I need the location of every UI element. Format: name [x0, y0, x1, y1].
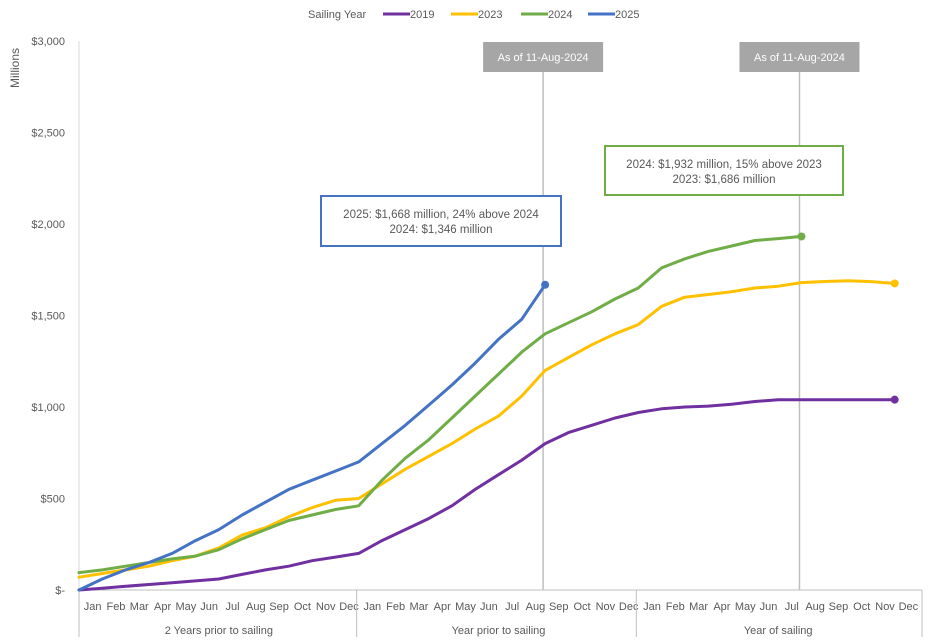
series-end-point-2019: [890, 395, 899, 404]
x-tick-label: Dec: [339, 601, 359, 613]
x-tick-label: Jun: [760, 601, 778, 613]
y-tick-label: $1,000: [31, 402, 65, 414]
x-tick-label: Jul: [225, 601, 239, 613]
y-axis-label: Millions: [8, 48, 22, 88]
x-tick-label: May: [455, 601, 476, 613]
axes-layer: Millions $- $500 $1,000 $1,500 $2,000 $2,500 $3…: [8, 36, 923, 637]
legend-label-2024: 2024: [548, 9, 572, 21]
y-tick-label: $500: [41, 494, 65, 506]
series-end-point-2023: [890, 279, 899, 288]
x-tick-label: Apr: [713, 601, 730, 613]
reference-label: As of 11-Aug-2024: [754, 52, 845, 64]
annotation-text: 2024: $1,932 million, 15% above 2023: [626, 159, 822, 171]
y-tick-label: $-: [55, 585, 65, 597]
x-tick-label: Dec: [899, 601, 919, 613]
x-tick-label: Nov: [596, 601, 616, 613]
reference-label: As of 11-Aug-2024: [498, 52, 589, 64]
x-tick-label: Sep: [269, 601, 289, 613]
x-tick-label: May: [175, 601, 196, 613]
x-tick-label: Feb: [106, 601, 125, 613]
series-end-point-2024: [797, 232, 806, 241]
x-tick-label: Nov: [316, 601, 336, 613]
x-tick-label: Sep: [829, 601, 849, 613]
series-line-2025: [77, 283, 547, 592]
period-group-label: Year of sailing: [744, 625, 813, 637]
annotation-text: 2023: $1,686 million: [673, 174, 776, 186]
x-tick-label: Apr: [434, 601, 451, 613]
x-tick-label: Jul: [785, 601, 799, 613]
x-tick-label: Oct: [574, 601, 591, 613]
period-group-label: Year prior to sailing: [452, 625, 546, 637]
x-tick-label: Feb: [666, 601, 685, 613]
x-tick-label: Jun: [200, 601, 218, 613]
x-tick-label: Mar: [409, 601, 428, 613]
x-tick-label: Aug: [805, 601, 825, 613]
x-tick-label: Jan: [84, 601, 102, 613]
x-tick-label: Oct: [294, 601, 311, 613]
x-tick-label: Aug: [526, 601, 546, 613]
legend-label-2019: 2019: [410, 9, 434, 21]
x-tick-label: Sep: [549, 601, 569, 613]
x-tick-label: Oct: [853, 601, 870, 613]
x-tick-label: Apr: [154, 601, 171, 613]
x-tick-label: Jan: [363, 601, 381, 613]
reference-label-box: [739, 42, 860, 72]
x-tick-label: Dec: [619, 601, 639, 613]
y-tick-label: $2,000: [31, 219, 65, 231]
annotation-box: [604, 145, 844, 196]
legend-title: Sailing Year: [308, 9, 366, 21]
x-tick-label: Mar: [130, 601, 149, 613]
annotation-box: [320, 195, 562, 247]
annotation-text: 2025: $1,668 million, 24% above 2024: [343, 209, 539, 221]
x-tick-label: Jul: [505, 601, 519, 613]
series-end-point-2025: [541, 280, 550, 289]
series-layer: [77, 232, 899, 592]
x-tick-label: Mar: [689, 601, 708, 613]
series-line-2019: [77, 398, 897, 592]
x-tick-label: Jan: [643, 601, 661, 613]
y-tick-label: $2,500: [31, 128, 65, 140]
x-tick-label: Jun: [480, 601, 498, 613]
y-tick-label: $1,500: [31, 311, 65, 323]
period-group-label: 2 Years prior to sailing: [165, 625, 273, 637]
callouts-layer: 2025: $1,668 million, 24% above 2024 2024…: [320, 145, 844, 247]
x-tick-label: Aug: [246, 601, 266, 613]
legend-label-2025: 2025: [615, 9, 639, 21]
legend-layer: Sailing Year 2019 2023 2024 2025: [308, 9, 639, 21]
annotation-text: 2024: $1,346 million: [390, 224, 493, 236]
reference-label-box: [483, 42, 604, 72]
legend-label-2023: 2023: [478, 9, 502, 21]
series-line-2023: [77, 279, 897, 579]
y-tick-label: $3,000: [31, 36, 65, 48]
x-tick-label: Feb: [386, 601, 405, 613]
x-tick-label: May: [735, 601, 756, 613]
x-tick-label: Nov: [875, 601, 895, 613]
reference-lines-layer: As of 11-Aug-2024 As of 11-Aug-2024: [483, 42, 860, 590]
series-line-2024: [77, 234, 803, 575]
